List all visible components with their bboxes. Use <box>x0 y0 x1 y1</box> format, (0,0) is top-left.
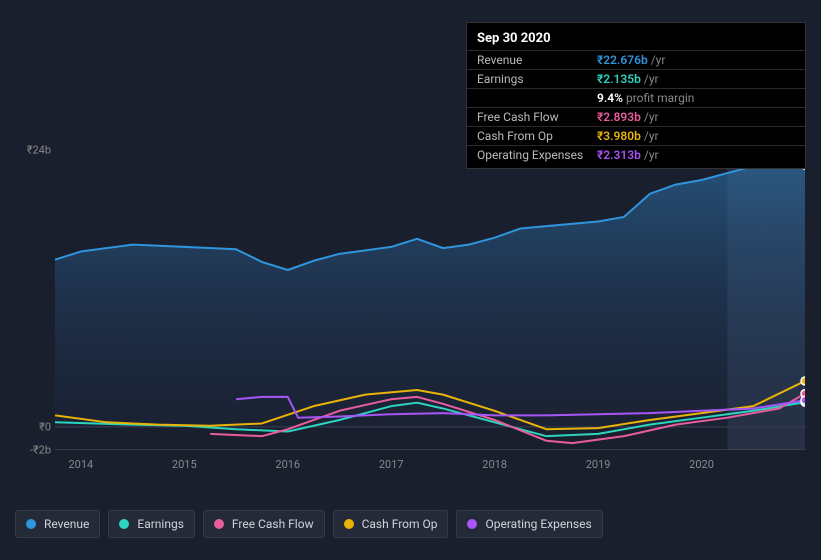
legend-label: Earnings <box>137 517 184 531</box>
tooltip-row-unit: /yr <box>644 148 659 162</box>
tooltip-date: Sep 30 2020 <box>467 27 805 50</box>
tooltip-row-value: ₹2.893b <box>597 110 641 124</box>
tooltip-row-unit: /yr <box>644 72 659 86</box>
legend-label: Operating Expenses <box>485 517 591 531</box>
legend-item-earnings[interactable]: Earnings <box>108 510 195 538</box>
legend-dot-icon <box>344 519 354 529</box>
legend-item-cash-from-op[interactable]: Cash From Op <box>333 510 449 538</box>
tooltip-row-value: ₹22.676b <box>597 53 648 67</box>
y-tick-label: ₹0 <box>39 420 51 433</box>
tooltip-row-value: ₹2.135b <box>597 72 641 86</box>
financials-chart: -₹2b₹0₹24b 2014 2015 2016 2017 2018 2019 2020 <box>15 150 805 470</box>
legend-label: Cash From Op <box>362 517 438 531</box>
x-tick-label: 2018 <box>482 458 507 471</box>
x-tick-label: 2014 <box>68 458 93 471</box>
tooltip-row-unit: profit margin <box>626 91 694 105</box>
tooltip-row: Revenue₹22.676b /yr <box>467 50 805 69</box>
y-tick-label: -₹2b <box>30 444 51 457</box>
tooltip-row-label <box>477 91 597 105</box>
legend-item-revenue[interactable]: Revenue <box>15 510 100 538</box>
tooltip-row: Cash From Op₹3.980b /yr <box>467 126 805 145</box>
series-area-revenue <box>55 165 805 427</box>
tooltip-row-value: 9.4% <box>597 91 623 105</box>
x-tick-label: 2015 <box>172 458 197 471</box>
legend-dot-icon <box>467 519 477 529</box>
legend-label: Free Cash Flow <box>232 517 314 531</box>
tooltip-row: Operating Expenses₹2.313b /yr <box>467 145 805 164</box>
tooltip-row-value: ₹2.313b <box>597 148 641 162</box>
tooltip-row-label: Earnings <box>477 72 597 86</box>
tooltip-row: Free Cash Flow₹2.893b /yr <box>467 107 805 126</box>
legend-dot-icon <box>214 519 224 529</box>
x-tick-label: 2019 <box>586 458 611 471</box>
x-tick-label: 2017 <box>379 458 404 471</box>
y-tick-label: ₹24b <box>27 144 51 157</box>
chart-tooltip: Sep 30 2020 Revenue₹22.676b /yrEarnings₹… <box>466 22 806 169</box>
x-tick-label: 2016 <box>275 458 300 471</box>
legend-dot-icon <box>119 519 129 529</box>
chart-legend: Revenue Earnings Free Cash Flow Cash From O… <box>15 510 603 538</box>
marker-operating-expenses <box>801 396 805 404</box>
x-tick-label: 2020 <box>689 458 714 471</box>
legend-item-operating-expenses[interactable]: Operating Expenses <box>456 510 602 538</box>
legend-label: Revenue <box>44 517 89 531</box>
tooltip-row-label: Revenue <box>477 53 597 67</box>
legend-item-free-cash-flow[interactable]: Free Cash Flow <box>203 510 325 538</box>
legend-dot-icon <box>26 519 36 529</box>
marker-cash-from-op <box>801 377 805 385</box>
tooltip-row: Earnings₹2.135b /yr <box>467 69 805 88</box>
chart-plot-area[interactable] <box>55 150 805 450</box>
tooltip-row-value: ₹3.980b <box>597 129 641 143</box>
y-axis: -₹2b₹0₹24b <box>15 150 55 450</box>
tooltip-row-unit: /yr <box>651 53 666 67</box>
tooltip-row-unit: /yr <box>644 110 659 124</box>
tooltip-row-label: Operating Expenses <box>477 148 597 162</box>
tooltip-row: 9.4% profit margin <box>467 88 805 107</box>
tooltip-row-label: Free Cash Flow <box>477 110 597 124</box>
tooltip-row-label: Cash From Op <box>477 129 597 143</box>
tooltip-row-unit: /yr <box>644 129 659 143</box>
